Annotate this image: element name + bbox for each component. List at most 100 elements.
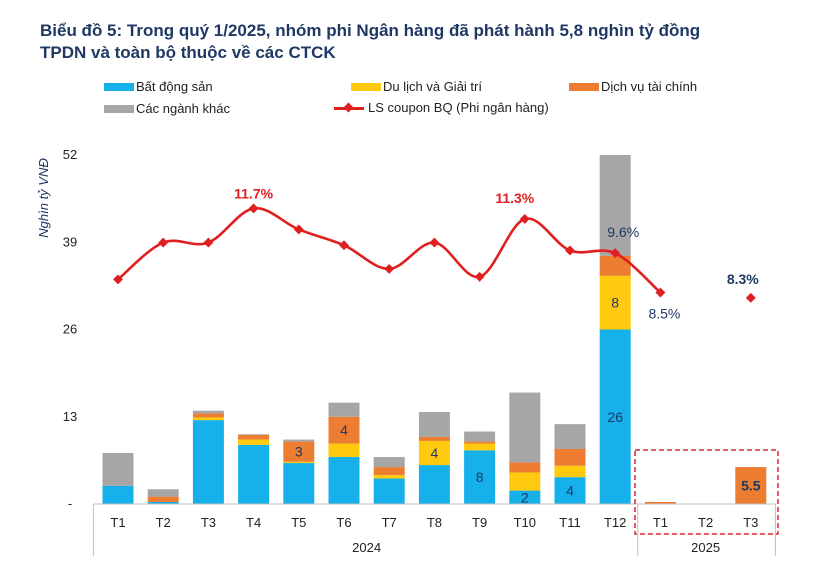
bar-segment (328, 416, 360, 444)
coupon-line-marker (248, 203, 259, 214)
y-tick-label: 26 (63, 322, 77, 337)
legend-item-ls-coupon: LS coupon BQ (Phi ngân hàng) (334, 100, 549, 115)
bar-segment (328, 457, 360, 504)
bar-segment (102, 452, 134, 486)
bar-segment (418, 436, 450, 441)
bar-segment (283, 439, 315, 442)
coupon-line-marker (384, 263, 395, 274)
coupon-line-marker (429, 237, 440, 248)
coupon-line-marker (565, 245, 575, 256)
bar-value-label: 5.5 (741, 478, 761, 494)
legend-swatch-ls-coupon (334, 102, 364, 114)
legend-label-cac-nganh-khac: Các ngành khác (136, 101, 230, 116)
x-tick-label: T8 (427, 515, 442, 530)
x-tick-label: T2 (156, 515, 171, 530)
bar-segment (192, 420, 224, 504)
coupon-rate-label: 8.3% (727, 271, 759, 287)
bar-segment (283, 441, 315, 462)
bar-segment (464, 443, 496, 451)
x-tick-label: T1 (110, 515, 125, 530)
coupon-line-marker (293, 224, 304, 235)
coupon-line-marker (745, 292, 756, 303)
bar-segment (554, 448, 586, 466)
y-tick-label: - (68, 496, 72, 511)
legend-label-ls-coupon: LS coupon BQ (Phi ngân hàng) (368, 100, 549, 115)
x-tick-label: T2 (698, 515, 713, 530)
y-tick-label: 13 (63, 409, 77, 424)
bar-segment (735, 467, 767, 504)
highlight-2025-box (634, 449, 779, 535)
y-axis-title: Nghìn tỷ VNĐ (36, 158, 51, 238)
bar-segment (418, 465, 450, 504)
x-group-label: 2025 (691, 540, 720, 555)
bar-segment (599, 275, 631, 330)
bar-segment (192, 413, 224, 418)
bar-value-label: 8 (611, 295, 619, 311)
bar-value-label: 4 (566, 483, 574, 499)
coupon-rate-label: 8.5% (648, 306, 680, 322)
bar-segment (147, 501, 179, 504)
y-tick-label: 52 (63, 147, 77, 162)
coupon-rate-label: 11.3% (495, 190, 534, 206)
coupon-line-marker (474, 271, 485, 282)
bar-segment (147, 489, 179, 497)
bar-segment (238, 444, 270, 504)
bar-segment (644, 501, 676, 504)
bar-segment (238, 439, 270, 445)
legend-swatch-bat-dong-san (104, 82, 134, 91)
bar-segment (147, 496, 179, 502)
bar-segment (328, 443, 360, 458)
bar-segment (328, 402, 360, 417)
bar-value-label: 4 (340, 422, 348, 438)
bar-segment (554, 465, 586, 478)
x-tick-label: T7 (382, 515, 397, 530)
legend-item-cac-nganh-khac: Các ngành khác (104, 101, 230, 116)
coupon-line-path (117, 207, 662, 294)
coupon-line-marker (158, 237, 169, 248)
x-tick-label: T10 (514, 515, 536, 530)
x-tick-label: T3 (743, 515, 758, 530)
chart-title-line-2: TPDN và toàn bộ thuộc về các CTCK (40, 43, 336, 62)
bar-segment (509, 490, 541, 504)
legend-item-bat-dong-san: Bất động sản (104, 79, 213, 94)
x-tick-label: T6 (336, 515, 351, 530)
bar-segment (464, 441, 496, 444)
bar-segment (373, 467, 405, 476)
bar-segment (554, 424, 586, 449)
bar-value-label: 3 (295, 444, 303, 460)
coupon-line-marker (519, 213, 530, 224)
bar-segment (192, 417, 224, 421)
x-group-label: 2024 (352, 540, 381, 555)
bar-segment (554, 477, 586, 504)
legend-swatch-dich-vu-tai-chinh (569, 82, 599, 91)
bar-segment (283, 461, 315, 464)
coupon-line-marker (655, 287, 666, 298)
x-tick-label: T5 (291, 515, 306, 530)
bar-value-label: 4 (431, 445, 439, 461)
legend-label-dich-vu-tai-chinh: Dịch vụ tài chính (601, 79, 698, 94)
legend-swatch-cac-nganh-khac (104, 104, 134, 113)
coupon-rate-label: 9.6% (607, 224, 639, 240)
bar-value-label: 26 (607, 409, 623, 425)
bar-segment (464, 431, 496, 442)
x-tick-label: T3 (201, 515, 216, 530)
coupon-rate-label: 11.7% (234, 185, 273, 201)
coupon-line-marker (203, 237, 214, 248)
y-axis: - 13 26 39 52 (63, 147, 77, 511)
x-tick-label: T4 (246, 515, 261, 530)
bar-segment (373, 475, 405, 479)
legend-item-du-lich: Du lịch và Giải trí (351, 79, 482, 94)
bar-segment (599, 329, 631, 504)
bar-segment (283, 463, 315, 504)
coupon-line-marker (610, 248, 621, 259)
chart-title: Biểu đồ 5: Trong quý 1/2025, nhóm phi Ng… (40, 20, 820, 64)
bar-labels: 3 4 4 8 2 4 26 8 5.5 (295, 295, 761, 506)
bar-segment (599, 255, 631, 276)
coupon-line: 11.7% 11.3% 9.6% 8.5% 8.3% (113, 185, 759, 322)
y-tick-label: 39 (63, 234, 77, 249)
bar-segment (192, 410, 224, 414)
x-axis: T1 T2 T3 T4 T5 T6 T7 T8 T9 T10 T11 T12 T1 T2 T3 2024 202… (92, 503, 776, 556)
coupon-line-marker (339, 240, 349, 251)
bar-segment (599, 155, 631, 256)
